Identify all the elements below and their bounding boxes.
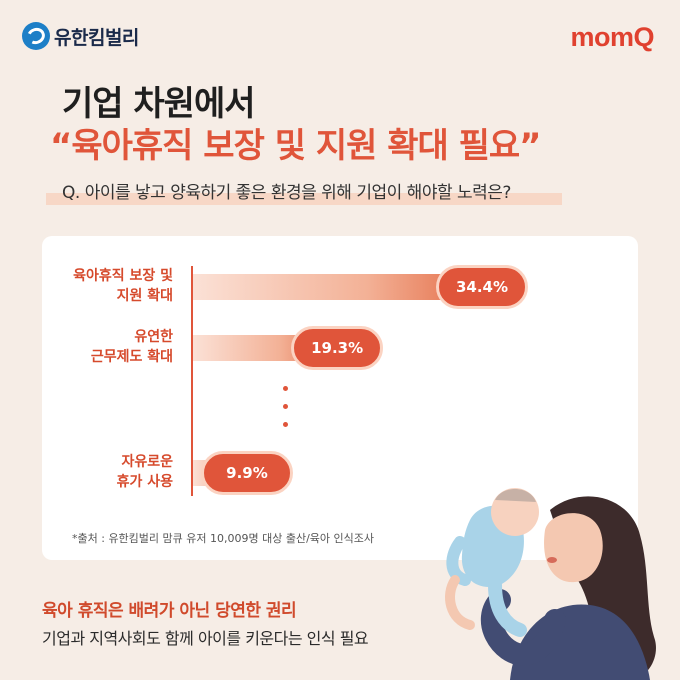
category-label-line: 육아휴직 보장 및 <box>73 268 173 284</box>
category-label-line: 휴가 사용 <box>116 474 173 490</box>
chart-axis <box>191 266 193 496</box>
category-label-line: 유연한 <box>134 329 173 345</box>
yuhan-logo-text: 유한킴벌리 <box>54 26 139 49</box>
yuhan-kimberly-logo: 유한킴벌리 <box>22 22 139 50</box>
value-label: 19.3% <box>291 326 384 370</box>
mother-baby-illustration <box>445 488 656 680</box>
survey-question: Q. 아이를 낳고 양육하기 좋은 환경을 위해 기업이 해야할 노력은? <box>62 183 511 203</box>
value-label: 9.9% <box>200 451 293 495</box>
yuhan-logo-icon <box>22 22 50 50</box>
category-label-line: 근무제도 확대 <box>90 349 173 365</box>
title-line-1: 기업 차원에서 <box>62 84 256 124</box>
footer-headline: 육아 휴직은 배려가 아닌 당연한 권리 <box>42 601 297 621</box>
ellipsis-dot <box>283 404 288 409</box>
question-highlight <box>46 193 562 205</box>
ellipsis-dot <box>283 386 288 391</box>
category-label-line: 지원 확대 <box>116 288 173 304</box>
source-note: *출처 : 유한킴벌리 맘큐 유저 10,009명 대상 출산/육아 인식조사 <box>72 532 375 545</box>
title-line-2: “육아휴직 보장 및 지원 확대 필요” <box>50 126 542 166</box>
bar <box>193 274 483 300</box>
momq-logo: momQ <box>570 22 654 52</box>
footer-subline: 기업과 지역사회도 함께 아이를 키운다는 인식 필요 <box>42 629 369 648</box>
ellipsis-dot <box>283 422 288 427</box>
category-label-line: 자유로운 <box>121 454 173 470</box>
value-label: 34.4% <box>436 265 528 309</box>
